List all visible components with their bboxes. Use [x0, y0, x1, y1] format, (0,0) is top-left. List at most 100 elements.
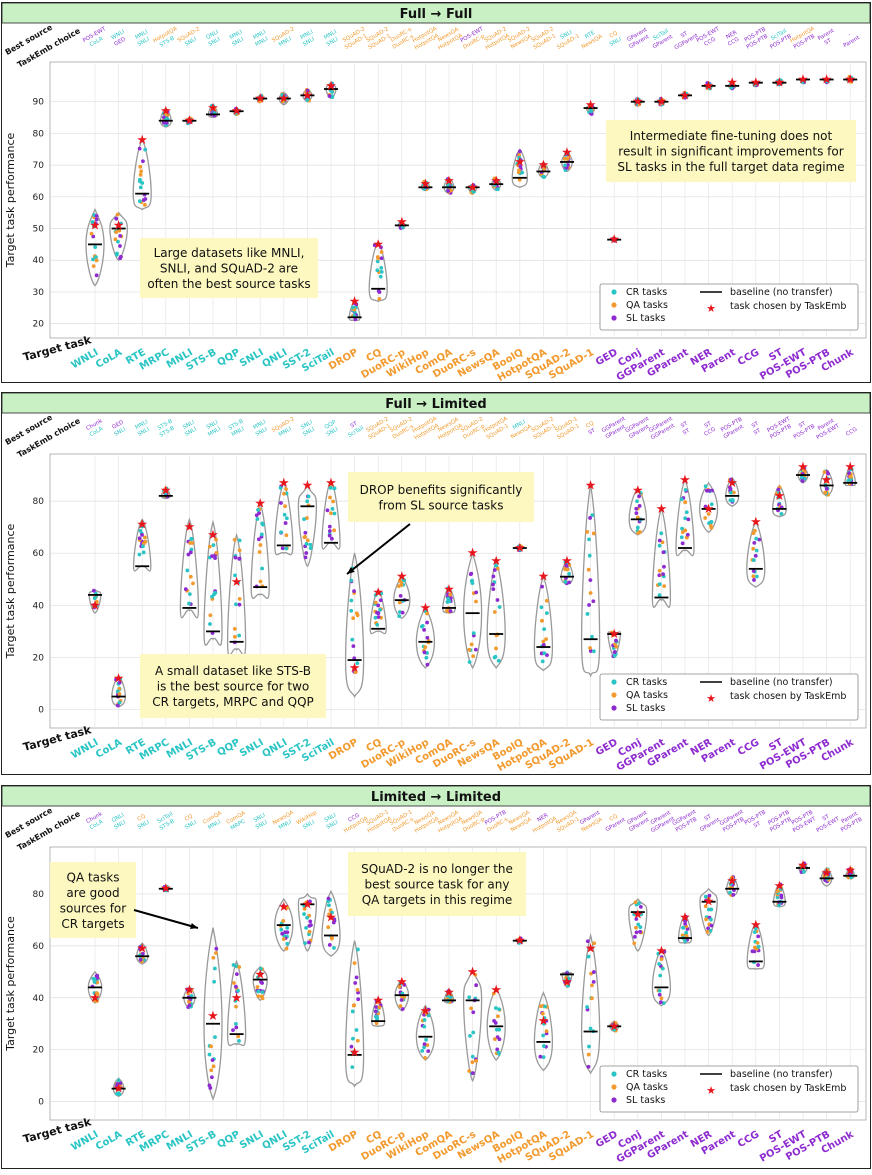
violin-outline [561, 151, 573, 173]
source-dot [517, 155, 522, 160]
taskemb-star: ★ [302, 897, 314, 912]
source-dot [544, 611, 549, 616]
source-dot [91, 264, 96, 269]
source-dot [565, 156, 570, 161]
source-dot [115, 212, 120, 217]
source-dot [257, 550, 262, 554]
annotation-text: Large datasets like MNLI, [154, 246, 305, 260]
taskemb-star: ★ [443, 174, 455, 189]
source-dot [751, 558, 756, 563]
source-dot [237, 548, 242, 553]
taskemb-star: ★ [774, 76, 786, 91]
source-dot [279, 927, 284, 932]
taskemb-star: ★ [726, 874, 738, 889]
taskemb-star: ★ [844, 864, 856, 879]
source-dot [234, 602, 238, 607]
source-dot [491, 587, 496, 592]
taskemb-tick: SNLI [184, 36, 198, 48]
taskemb-star: ★ [443, 986, 455, 1001]
source-dot [469, 1006, 474, 1011]
source-dot [351, 644, 356, 648]
legend-marker [611, 1097, 617, 1103]
source-dot [259, 994, 264, 999]
source-dot [379, 256, 384, 261]
source-dot [657, 582, 662, 587]
source-dot [703, 484, 708, 489]
violin-outline [325, 81, 337, 100]
source-dot [326, 896, 331, 901]
source-dot [495, 598, 500, 602]
source-dot [165, 109, 170, 114]
source-dot [470, 581, 475, 586]
taskemb-tick: GED [113, 37, 126, 48]
source-dot [588, 1026, 593, 1031]
source-dot [705, 929, 710, 934]
taskemb-star: ★ [750, 918, 762, 933]
source-dot [590, 103, 594, 108]
source-dot [285, 941, 290, 946]
banner-left: Limited [371, 790, 426, 805]
source-dot [425, 662, 430, 667]
source-dot [635, 525, 640, 530]
source-dot [494, 646, 498, 651]
source-dot [306, 494, 311, 499]
source-dot [91, 234, 96, 239]
taskemb-star: ★ [160, 882, 172, 897]
source-dot [93, 221, 98, 226]
taskemb-tick: SNLI [326, 36, 340, 48]
source-dot [355, 1038, 360, 1043]
annotation-text: from SL source tasks [378, 498, 503, 512]
source-dot [308, 919, 313, 924]
source-dot [544, 637, 548, 642]
source-dot [588, 578, 593, 583]
taskemb-star: ★ [679, 910, 691, 925]
banner-right: Limited [432, 397, 487, 412]
source-dot [327, 533, 332, 538]
source-dot [705, 81, 710, 85]
source-dot [657, 568, 662, 573]
legend-star: ★ [706, 302, 716, 315]
source-dot [471, 631, 476, 636]
source-dot [354, 1028, 359, 1032]
source-dot [585, 612, 590, 616]
source-dot [116, 239, 120, 244]
source-dot [284, 516, 289, 521]
taskemb-star: ★ [797, 73, 809, 88]
source-dot [375, 1016, 380, 1021]
source-dot [542, 651, 547, 656]
source-dot [284, 946, 289, 951]
source-dot [467, 995, 472, 1000]
taskemb-star: ★ [325, 910, 337, 925]
source-dot [496, 658, 501, 663]
taskemb-tick: SNLI [302, 36, 316, 48]
source-dot [308, 546, 313, 551]
source-dot [94, 217, 99, 222]
source-dot [823, 490, 828, 495]
source-dot [302, 912, 306, 916]
source-dot [280, 931, 285, 936]
source-dot [474, 983, 479, 988]
taskemb-star: ★ [608, 1019, 620, 1034]
panel-banner [1, 2, 871, 24]
source-dot [349, 578, 354, 583]
taskemb-star: ★ [608, 233, 620, 248]
taskemb-star: ★ [774, 489, 786, 504]
annotation-text: QA targets in this regime [362, 893, 513, 907]
taskemb-star: ★ [325, 79, 337, 94]
legend-label: SL tasks [626, 313, 665, 324]
banner-arrow: → [412, 397, 432, 412]
y-tick-label: 40 [33, 256, 45, 266]
source-dot [115, 251, 119, 256]
taskemb-star: ★ [136, 133, 148, 148]
source-dot [281, 918, 286, 923]
source-dot [591, 531, 596, 536]
source-dot [467, 1069, 472, 1073]
source-dot [474, 590, 479, 595]
source-dot [117, 228, 122, 233]
source-dot [470, 1054, 475, 1059]
best-source-tick: ST [680, 31, 689, 40]
source-dot [305, 538, 310, 543]
source-dot [591, 970, 596, 974]
source-dot [684, 930, 689, 935]
